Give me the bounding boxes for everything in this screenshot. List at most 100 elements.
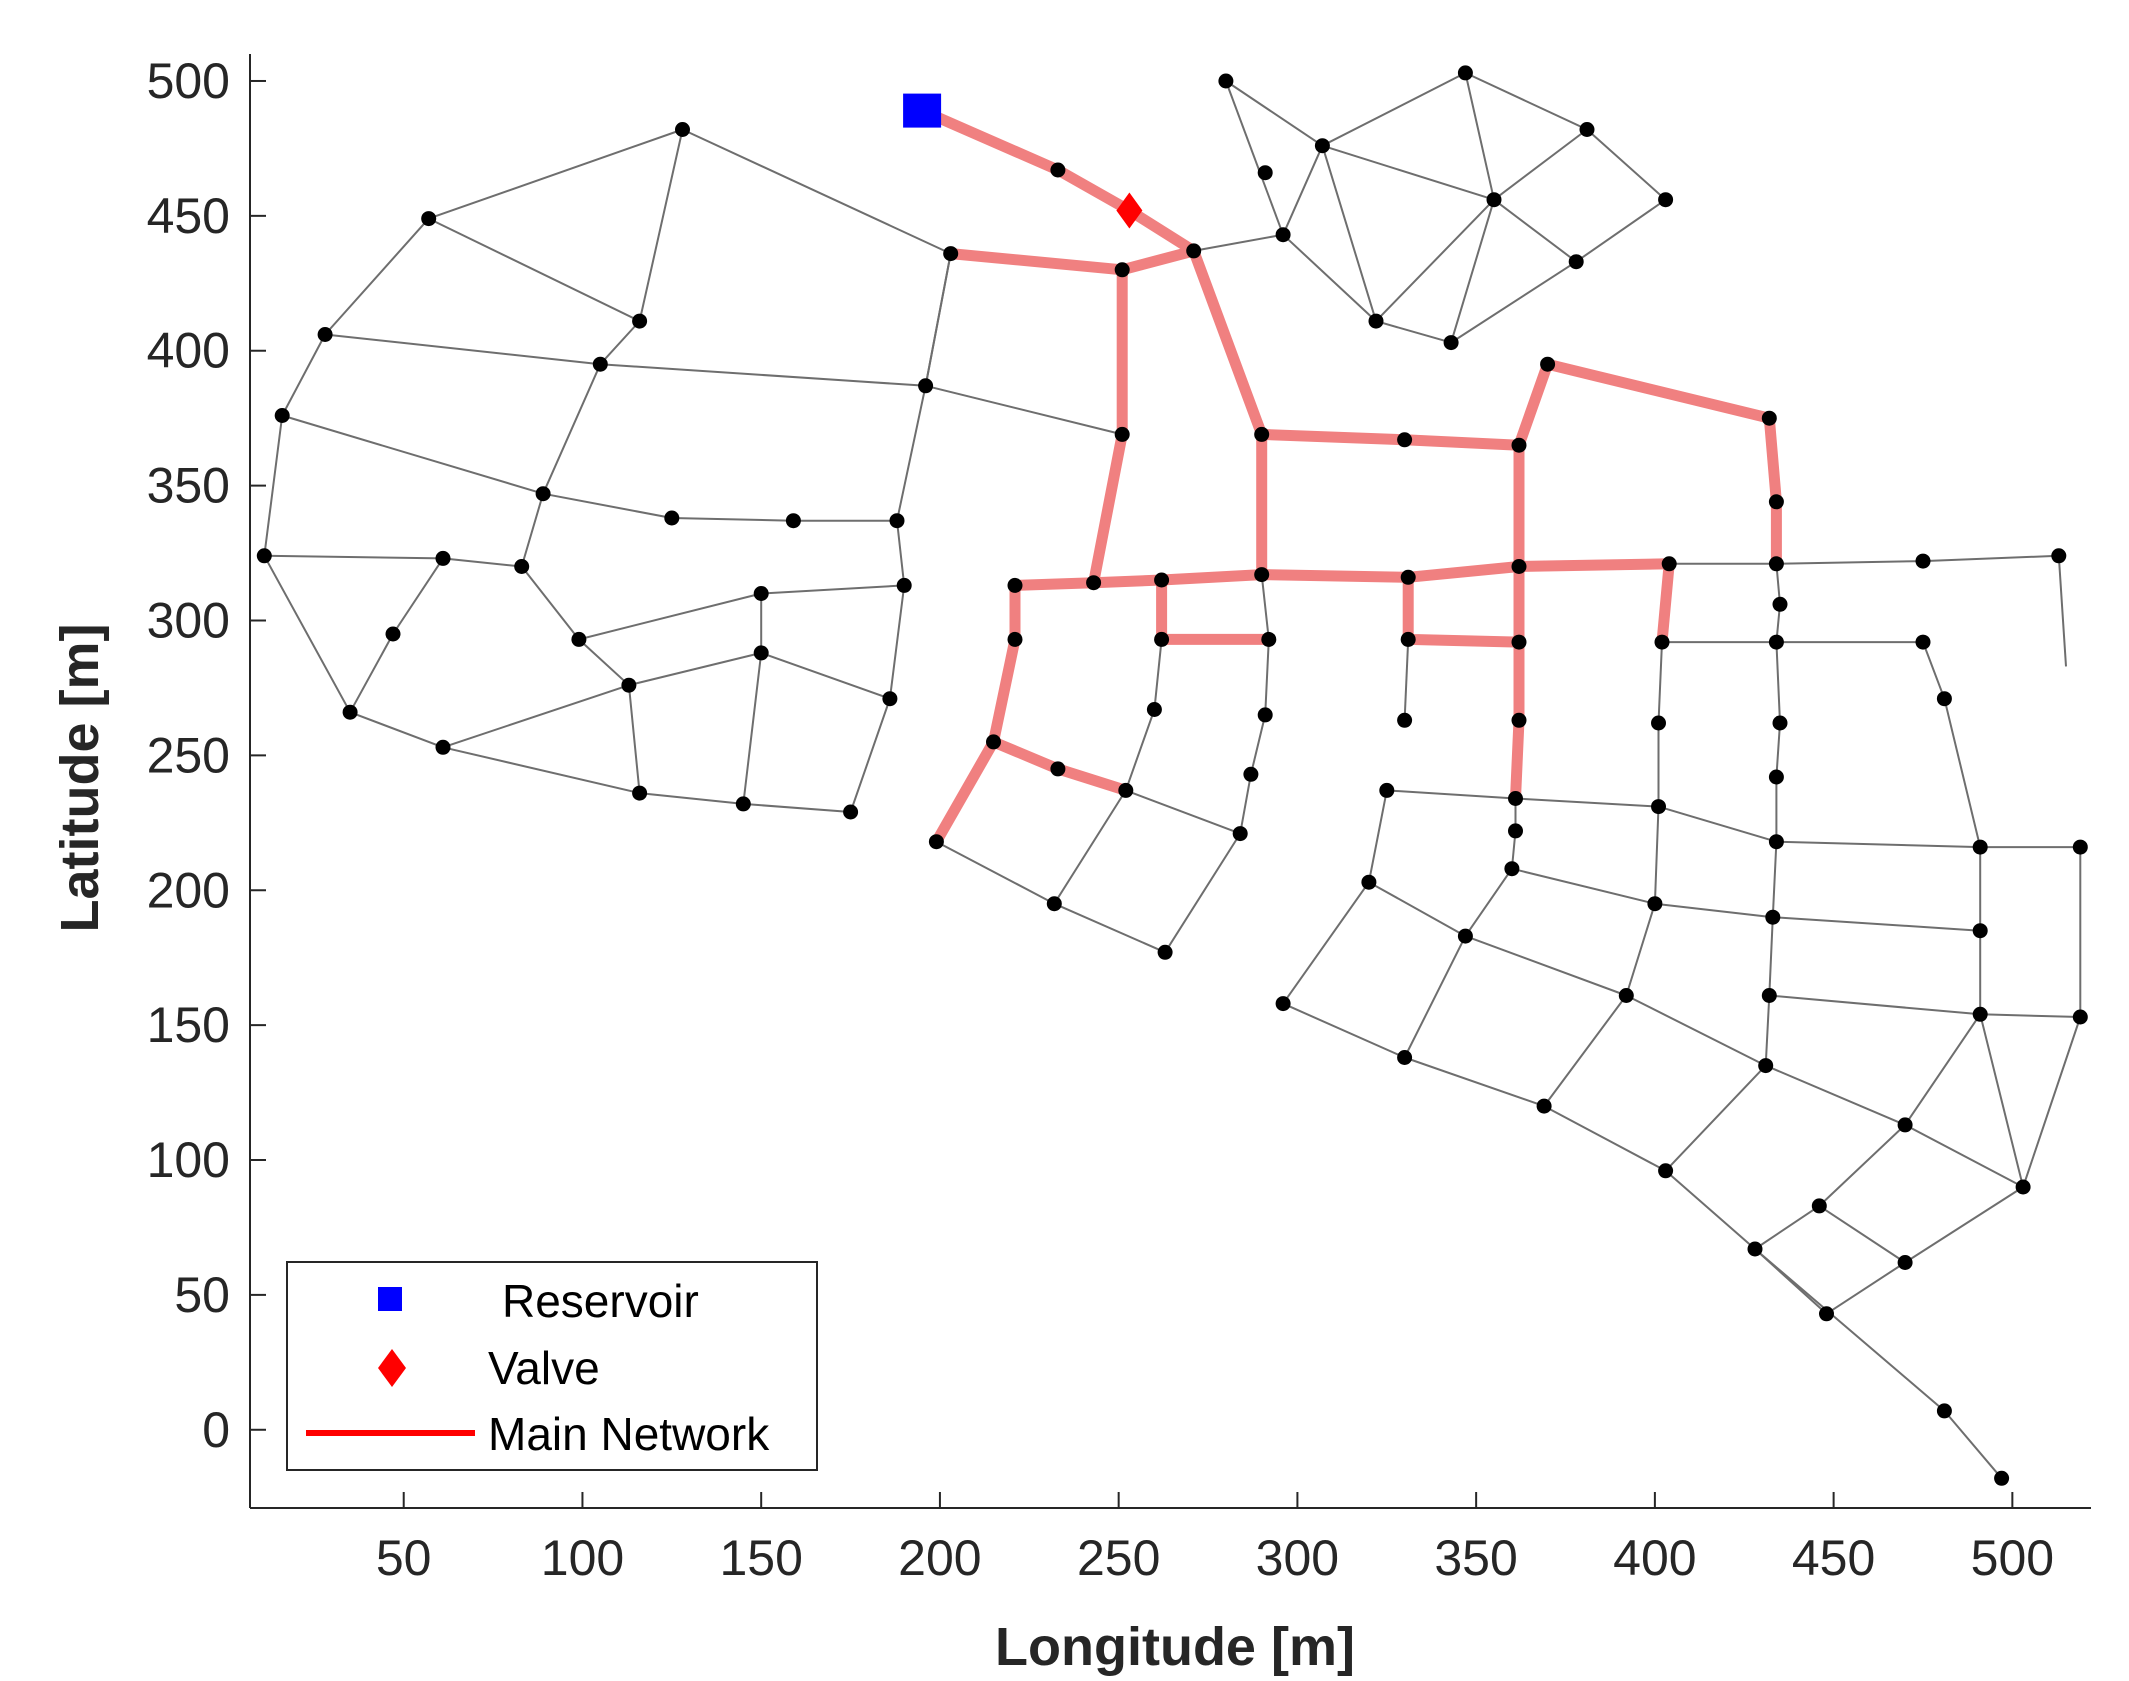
y-tick-label-100: 100 [147, 1132, 230, 1188]
junction-node-28 [1186, 243, 1202, 259]
y-tick-label-300: 300 [147, 593, 230, 649]
junction-node-64 [1508, 791, 1523, 806]
junction-node-25 [1050, 162, 1066, 178]
junction-node-80 [1768, 634, 1784, 650]
junction-node-53 [1261, 631, 1277, 647]
main-network-link-6 [1510, 439, 1525, 804]
junction-node-74 [1651, 715, 1666, 731]
junction-node-76 [1647, 896, 1663, 912]
junction-node-40 [1254, 567, 1270, 583]
main-network-link-2 [1088, 264, 1128, 589]
junction-node-39 [1154, 572, 1170, 588]
legend-valve-marker [378, 1349, 406, 1387]
junction-node-69 [1457, 928, 1473, 944]
junction-node-104 [1457, 65, 1473, 81]
y-tick-label-250: 250 [147, 727, 230, 783]
junction-node-22 [632, 785, 648, 801]
pipe-link-19 [1125, 789, 1241, 835]
pipe-link-34 [1225, 71, 1667, 344]
junction-node-12 [514, 559, 530, 574]
junction-node-82 [1768, 769, 1784, 785]
junction-node-17 [621, 677, 637, 693]
main-network-link-7 [930, 579, 1021, 848]
junction-node-49 [1050, 761, 1066, 777]
junction-node-56 [1243, 766, 1259, 782]
junction-node-30 [1114, 426, 1130, 442]
pipe-link-20 [1403, 639, 1410, 721]
junction-node-21 [882, 691, 898, 707]
pipe-link-26 [1282, 790, 2024, 1315]
junction-node-11 [435, 550, 451, 566]
junction-node-100 [1936, 1403, 1952, 1419]
junction-node-98 [1897, 1255, 1913, 1270]
junction-node-5 [274, 408, 290, 423]
pipe-link-2 [428, 217, 641, 322]
junction-node-110 [1568, 254, 1584, 270]
reservoir-marker [903, 93, 942, 128]
junction-node-37 [1086, 575, 1102, 591]
junction-node-3 [317, 327, 333, 342]
junction-node-75 [1651, 799, 1666, 815]
junction-node-97 [1747, 1241, 1763, 1257]
junction-node-35 [1761, 410, 1777, 426]
junction-node-50 [1118, 782, 1134, 798]
junction-node-73 [1654, 634, 1670, 650]
junction-node-51 [928, 834, 944, 850]
pipe-link-22 [1664, 563, 1781, 1172]
y-tick-label-500: 500 [147, 53, 230, 109]
junction-node-89 [1972, 839, 1988, 855]
junction-node-16 [435, 739, 451, 755]
junction-node-4 [592, 356, 608, 372]
junction-node-1 [421, 211, 437, 227]
junction-node-67 [1379, 782, 1395, 798]
junction-node-66 [1504, 861, 1520, 877]
junction-node-13 [385, 626, 401, 642]
junction-node-68 [1361, 874, 1377, 890]
y-tick-label-150: 150 [147, 997, 230, 1053]
pipe-link-5 [281, 414, 906, 813]
pipe-link-12 [742, 593, 763, 805]
main-network-link-3 [1188, 245, 1782, 570]
junction-node-87 [1915, 634, 1931, 650]
junction-node-46 [2051, 548, 2067, 564]
pipe-link-3 [682, 128, 952, 386]
junction-node-88 [1936, 691, 1952, 707]
x-tick-label-200: 200 [898, 1530, 981, 1586]
main-network-link-4 [1009, 558, 1675, 591]
junction-node-26 [943, 246, 959, 262]
pipe-link-24 [1403, 798, 1517, 1058]
junction-node-18 [753, 586, 769, 601]
junction-node-84 [1765, 909, 1781, 925]
junction-node-106 [1275, 227, 1291, 243]
main-network-link-0 [916, 105, 1200, 257]
pipe-link-38 [1375, 128, 1588, 322]
junction-node-34 [1540, 356, 1556, 372]
junction-node-20 [896, 577, 912, 593]
junction-node-36 [1768, 494, 1784, 510]
junction-node-112 [1443, 335, 1459, 351]
junction-node-57 [1232, 826, 1248, 842]
junction-node-32 [1397, 432, 1413, 448]
junction-node-9 [889, 513, 905, 529]
junction-node-43 [1661, 556, 1677, 572]
junction-node-29 [918, 378, 934, 394]
junction-node-96 [1811, 1198, 1827, 1214]
junction-node-109 [1486, 192, 1502, 208]
x-tick-label-300: 300 [1256, 1530, 1339, 1586]
pipe-link-17 [935, 574, 1270, 954]
legend-reservoir-marker [378, 1287, 402, 1311]
y-tick-label-400: 400 [147, 323, 230, 379]
pipe-link-10 [578, 584, 905, 641]
junction-node-81 [1772, 715, 1788, 731]
junction-node-55 [1257, 707, 1273, 723]
main-network-link-9 [1156, 574, 1275, 645]
junction-node-58 [1046, 896, 1062, 912]
pipe-link-11 [442, 651, 891, 749]
junction-node-14 [571, 631, 587, 647]
junction-node-105 [1314, 138, 1330, 154]
x-tick-label-100: 100 [541, 1530, 624, 1586]
junction-node-101 [1994, 1470, 2010, 1486]
y-tick-label-200: 200 [147, 862, 230, 918]
legend-reservoir-label: Reservoir [502, 1275, 699, 1327]
junction-node-54 [1146, 702, 1162, 717]
